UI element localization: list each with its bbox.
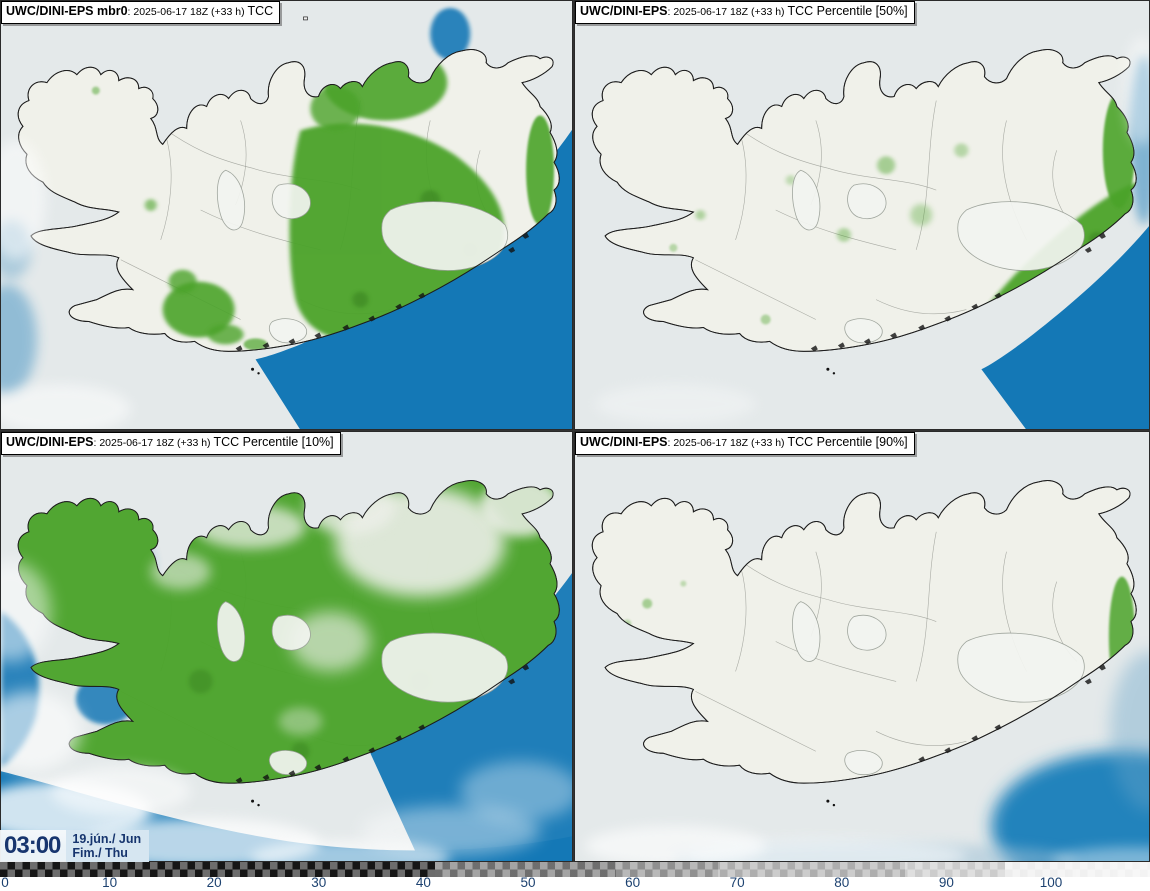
product-name: TCC Percentile [50%] [787, 4, 908, 18]
date-primary: 19.jún./ Jun [72, 832, 142, 846]
model-name: UWC/DINI-EPS [6, 435, 94, 449]
timeline-tick-label: 50 [520, 875, 536, 890]
date-value: 19.jún./ Jun Fim./ Thu [66, 830, 150, 862]
time-value: 03:00 [4, 832, 61, 859]
timeline-tick-label: 70 [729, 875, 745, 890]
map-grid: UWC/DINI-EPS mbr0: 2025-06-17 18Z (+33 h… [0, 0, 1150, 862]
iceland-map [1, 432, 572, 861]
map-panel-p90: UWC/DINI-EPS: 2025-06-17 18Z (+33 h) TCC… [574, 431, 1150, 862]
timeline-tick-label: 10 [102, 875, 118, 890]
model-name: UWC/DINI-EPS mbr0 [6, 4, 128, 18]
product-name: TCC Percentile [10%] [213, 435, 334, 449]
timeline-tick-label: 20 [206, 875, 222, 890]
product-name: TCC [247, 4, 274, 18]
timeline-axis: 0 10 20 30 40 50 60 70 80 90 100 [0, 875, 1150, 891]
timeline-tick-label: 90 [938, 875, 954, 890]
run-info: : 2025-06-17 18Z (+33 h) [93, 437, 214, 449]
product-name: TCC Percentile [90%] [787, 435, 908, 449]
map-panel-mbr0: UWC/DINI-EPS mbr0: 2025-06-17 18Z (+33 h… [0, 0, 573, 430]
panel-title: UWC/DINI-EPS: 2025-06-17 18Z (+33 h) TCC… [1, 432, 341, 455]
timeline-tick-label: 60 [625, 875, 641, 890]
iceland-map [1, 1, 572, 429]
current-time-display: 03:00 19.jún./ Jun Fim./ Thu [0, 830, 150, 862]
timeline-slider[interactable] [0, 862, 1150, 877]
run-info: : 2025-06-17 18Z (+33 h) [127, 6, 248, 18]
run-info: : 2025-06-17 18Z (+33 h) [667, 6, 788, 18]
date-secondary: Fim./ Thu [72, 846, 128, 860]
timeline-tick-label: 40 [415, 875, 431, 890]
map-panel-p10: UWC/DINI-EPS: 2025-06-17 18Z (+33 h) TCC… [0, 431, 573, 862]
model-name: UWC/DINI-EPS [580, 435, 668, 449]
timeline-tick-label: 80 [834, 875, 850, 890]
iceland-map [575, 432, 1149, 861]
map-panel-p50: UWC/DINI-EPS: 2025-06-17 18Z (+33 h) TCC… [574, 0, 1150, 430]
model-name: UWC/DINI-EPS [580, 4, 668, 18]
iceland-map [575, 1, 1149, 429]
timeline-tick-label: 30 [311, 875, 327, 890]
run-info: : 2025-06-17 18Z (+33 h) [667, 437, 788, 449]
panel-title: UWC/DINI-EPS mbr0: 2025-06-17 18Z (+33 h… [1, 1, 281, 24]
panel-title: UWC/DINI-EPS: 2025-06-17 18Z (+33 h) TCC… [575, 1, 915, 24]
panel-title: UWC/DINI-EPS: 2025-06-17 18Z (+33 h) TCC… [575, 432, 915, 455]
timeline-tick-label: 100 [1039, 875, 1063, 890]
timeline-tick-label: 0 [1, 875, 9, 890]
